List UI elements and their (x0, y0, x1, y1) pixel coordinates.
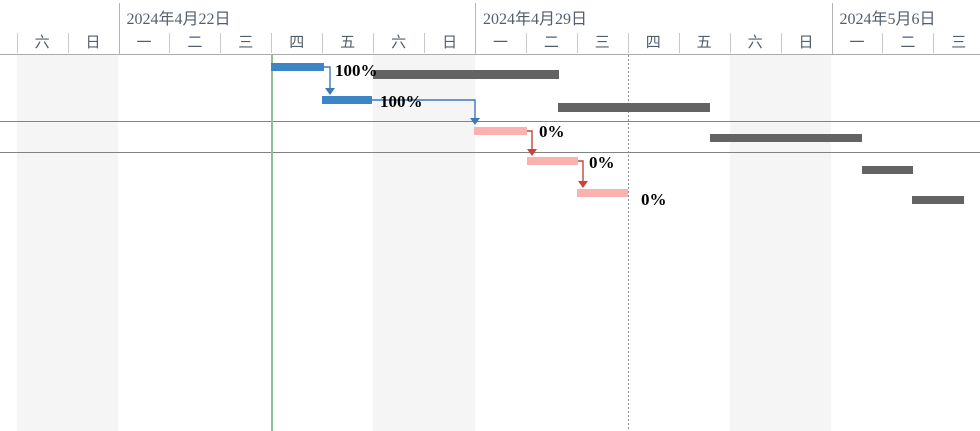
link-task4-task5 (578, 160, 584, 181)
weekend-band (16, 55, 119, 431)
task-3-slack-bar[interactable] (710, 134, 862, 142)
day-of-week-label: 二 (900, 35, 916, 51)
day-separator-tick (780, 33, 782, 53)
day-of-week-label: 三 (238, 35, 254, 51)
day-of-week-label: 四 (289, 35, 305, 51)
day-separator-tick (322, 33, 324, 53)
link-task4-task5-arrowhead-icon (578, 181, 588, 188)
day-separator-tick (933, 33, 935, 53)
day-separator-tick (220, 33, 222, 53)
day-of-week-label: 六 (34, 35, 50, 51)
link-task3-task4 (527, 130, 533, 149)
task-1-progress-label: 100% (335, 61, 378, 80)
day-of-week-label: 五 (696, 35, 712, 51)
task-5-progress-label: 0% (641, 190, 667, 209)
task-5-bar[interactable] (577, 189, 628, 197)
task-2-bar[interactable] (322, 96, 372, 104)
task-3-bar[interactable] (474, 127, 527, 135)
header-bottom-line (0, 54, 980, 55)
day-of-week-label: 日 (442, 35, 458, 51)
task-4-progress-label: 0% (589, 153, 615, 172)
day-of-week-label: 四 (645, 35, 661, 51)
day-separator-tick (627, 33, 629, 53)
row-separator-line (0, 151, 980, 153)
week-separator-line (118, 3, 120, 55)
link-task1-task2 (324, 66, 331, 89)
day-separator-tick (373, 33, 375, 53)
task-3-progress-label: 0% (539, 122, 565, 141)
day-separator-tick (169, 33, 171, 53)
day-separator-tick (729, 33, 731, 53)
day-separator-tick (67, 33, 69, 53)
link-task1-task2-arrowhead-icon (325, 88, 335, 95)
week-start-date-label: 2024年4月22日 (126, 11, 231, 28)
day-separator-tick (16, 33, 18, 53)
project-start-line (271, 55, 273, 431)
task-4-bar[interactable] (527, 157, 578, 165)
task-2-slack-bar[interactable] (558, 103, 710, 112)
day-of-week-label: 一 (849, 35, 865, 51)
task-2-progress-label: 100% (380, 92, 423, 111)
day-of-week-label: 二 (187, 35, 203, 51)
day-separator-tick (678, 33, 680, 53)
week-start-date-label: 2024年5月6日 (839, 11, 936, 28)
day-of-week-label: 一 (492, 35, 508, 51)
weekend-band (373, 55, 475, 431)
day-of-week-label: 一 (136, 35, 152, 51)
day-of-week-label: 二 (543, 35, 559, 51)
task-4-slack-bar[interactable] (862, 166, 913, 174)
day-of-week-label: 六 (391, 35, 407, 51)
day-separator-tick (576, 33, 578, 53)
day-of-week-label: 日 (85, 35, 101, 51)
day-of-week-label: 三 (594, 35, 610, 51)
week-separator-line (831, 3, 833, 55)
day-separator-tick (271, 33, 273, 53)
week-separator-line (475, 3, 476, 55)
day-of-week-label: 三 (951, 35, 967, 51)
day-of-week-label: 六 (747, 35, 763, 51)
status-date-line (628, 55, 629, 431)
day-separator-tick (525, 33, 527, 53)
task-5-slack-bar[interactable] (912, 196, 964, 204)
day-separator-tick (882, 33, 884, 53)
task-1-slack-bar[interactable] (373, 70, 559, 79)
link-task3-task4-arrowhead-icon (527, 149, 537, 156)
day-of-week-label: 日 (798, 35, 814, 51)
weekend-band (729, 55, 832, 431)
row-separator-line (0, 120, 980, 122)
day-separator-tick (424, 33, 426, 53)
task-1-bar[interactable] (271, 63, 324, 71)
day-of-week-label: 五 (340, 35, 356, 51)
week-start-date-label: 2024年4月29日 (483, 11, 588, 28)
